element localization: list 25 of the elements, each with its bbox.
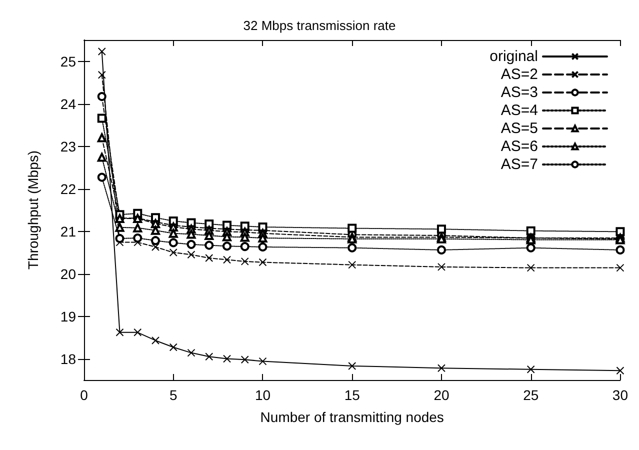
y-tick-label: 20 [60, 266, 76, 282]
x-tick-label: 15 [344, 387, 360, 403]
y-tick-label: 22 [60, 180, 76, 197]
y-tick-label: 18 [60, 350, 76, 367]
legend-label: AS=2 [500, 66, 538, 83]
y-axis-title: Throughput (Mbps) [25, 150, 41, 270]
legend-label: AS=7 [500, 156, 538, 173]
x-tick-label: 30 [612, 387, 628, 403]
y-tick-label: 23 [60, 138, 76, 154]
legend-label: original [490, 48, 538, 65]
y-tick-label: 25 [60, 53, 76, 70]
chart-title: 32 Mbps transmission rate [243, 18, 396, 33]
x-tick-label: 5 [169, 387, 178, 403]
legend-label: AS=6 [500, 138, 538, 155]
x-axis-title: Number of transmitting nodes [260, 409, 444, 425]
legend-label: AS=3 [500, 84, 538, 101]
x-tick-label: 25 [523, 387, 539, 403]
y-tick-label: 24 [60, 96, 76, 112]
y-tick-label: 19 [60, 308, 76, 324]
x-tick-label: 10 [254, 387, 271, 403]
x-tick-label: 20 [434, 387, 450, 403]
legend-label: AS=5 [500, 120, 538, 137]
y-tick-label: 21 [60, 223, 76, 240]
x-tick-label: 0 [80, 387, 88, 403]
legend-label: AS=4 [500, 102, 538, 119]
